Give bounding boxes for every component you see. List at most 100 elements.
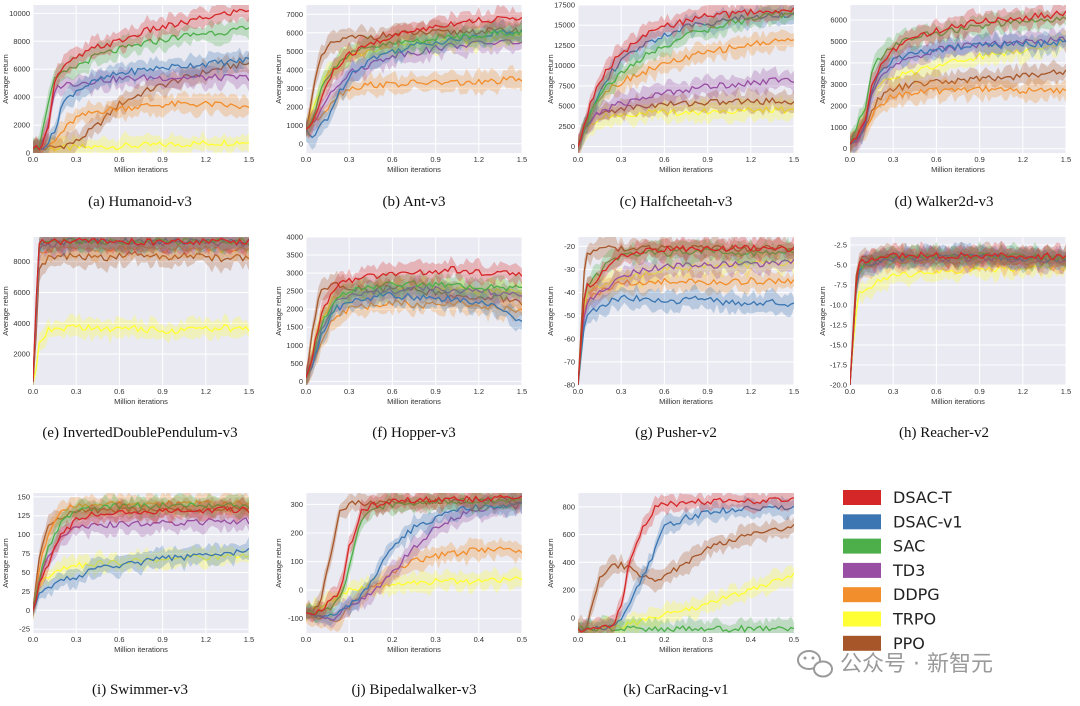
- confidence-band: [33, 237, 249, 385]
- confidence-band: [33, 312, 249, 385]
- chart-panel: 0.0 0.3 0.6 0.9 1.2 1.5 0 500 1000 1500 2000 2500 30…: [274, 233, 527, 442]
- wechat-icon: [797, 650, 833, 678]
- chart-panel: 0.0 0.3 0.6 0.9 1.2 1.5 0 1000 2000 3000 4000 5000 6…: [274, 5, 527, 210]
- y-tick-label: -5.0: [834, 261, 847, 270]
- series-line: [578, 572, 794, 633]
- y-tick-label: -2.5: [834, 241, 847, 250]
- legend-swatch: [843, 538, 881, 554]
- series-group: [306, 5, 522, 150]
- series-line: [33, 237, 249, 382]
- confidence-band: [306, 29, 522, 138]
- y-axis-label: Average return: [1, 54, 10, 103]
- confidence-band: [306, 537, 522, 633]
- legend-item: DSAC-v1: [843, 512, 963, 531]
- confidence-band: [850, 27, 1066, 153]
- series-line: [578, 11, 794, 147]
- x-tick-label: 0.0: [845, 387, 855, 396]
- y-tick-label: 6000: [13, 65, 30, 74]
- series-line: [578, 11, 794, 147]
- x-tick-label: 0.3: [430, 635, 440, 644]
- confidence-band: [578, 237, 794, 385]
- x-tick-label: 0.3: [344, 387, 354, 396]
- y-tick-label: -80: [564, 381, 575, 390]
- x-tick-label: 0.4: [474, 635, 484, 644]
- x-tick-label: 1.5: [244, 155, 254, 164]
- confidence-band: [33, 237, 249, 385]
- x-tick-label: 0.3: [71, 387, 81, 396]
- confidence-band: [850, 7, 1066, 153]
- x-axis-label: Million iterations: [659, 397, 713, 406]
- y-tick-label: -17.5: [830, 361, 847, 370]
- series-line: [850, 37, 1066, 145]
- series-line: [306, 266, 522, 379]
- legend-label: DDPG: [893, 585, 940, 604]
- series-line: [578, 77, 794, 147]
- legend-swatch: [843, 587, 881, 603]
- confidence-band: [33, 47, 249, 153]
- series-line: [850, 263, 1066, 385]
- x-tick-label: 0.1: [344, 635, 354, 644]
- series-line: [850, 16, 1066, 145]
- series-group: [306, 256, 522, 385]
- confidence-band: [850, 30, 1066, 153]
- confidence-band: [578, 565, 794, 633]
- y-tick-label: 3000: [830, 80, 847, 89]
- legend-label: DSAC-T: [893, 488, 952, 507]
- series-group: [850, 5, 1066, 153]
- series-line: [306, 495, 522, 615]
- x-tick-label: 0.3: [616, 155, 626, 164]
- series-group: [33, 493, 249, 622]
- confidence-band: [578, 248, 794, 385]
- confidence-band: [578, 66, 794, 153]
- y-tick-label: -70: [564, 357, 575, 366]
- y-tick-label: 5000: [558, 102, 575, 111]
- y-tick-label: 4000: [286, 65, 303, 74]
- x-tick-label: 0.0: [845, 155, 855, 164]
- y-tick-label: 2000: [286, 305, 303, 314]
- plot-area: [306, 5, 522, 153]
- x-tick-label: 0.0: [573, 387, 583, 396]
- y-tick-label: 200: [290, 529, 303, 538]
- x-axis-label: Million iterations: [387, 165, 441, 174]
- y-tick-label: 0: [299, 377, 303, 386]
- chart-panel: 0.0 0.3 0.6 0.9 1.2 1.5 -20.0 -17.5 -15.0 -12.5 -1…: [818, 237, 1071, 441]
- y-tick-label: 4000: [830, 58, 847, 67]
- legend-label: TD3: [892, 561, 925, 580]
- y-axis-label: Average return: [274, 54, 283, 103]
- panels-group: 0.0 0.3 0.6 0.9 1.2 1.50200040006000800010000…: [1, 1, 1071, 699]
- y-tick-label: 15000: [554, 21, 575, 30]
- x-tick-label: 0.3: [616, 387, 626, 396]
- y-tick-label: 4000: [13, 93, 30, 102]
- confidence-band: [306, 493, 522, 629]
- confidence-band: [850, 29, 1066, 152]
- x-tick-label: 1.5: [789, 387, 799, 396]
- x-tick-label: 0.9: [430, 155, 440, 164]
- panel-caption: (a) Humanoid-v3: [88, 194, 192, 210]
- confidence-band: [306, 274, 522, 385]
- x-tick-label: 0.4: [746, 635, 756, 644]
- confidence-band: [306, 270, 522, 385]
- panel-caption: (e) InvertedDoublePendulum-v3: [42, 425, 237, 441]
- series-line: [33, 323, 249, 383]
- series-line: [850, 38, 1066, 145]
- confidence-band: [33, 239, 249, 385]
- y-axis-label: Average return: [274, 538, 283, 587]
- y-axis-label: Average return: [1, 538, 10, 587]
- confidence-band: [33, 536, 249, 616]
- series-line: [33, 547, 249, 611]
- y-tick-label: -30: [564, 265, 575, 274]
- y-tick-label: 10000: [554, 61, 575, 70]
- x-tick-label: 1.5: [1061, 155, 1071, 164]
- y-tick-label: 3000: [286, 269, 303, 278]
- y-tick-label: 0: [26, 149, 30, 158]
- series-line: [33, 517, 249, 611]
- confidence-band: [578, 5, 794, 153]
- y-tick-label: 0: [26, 606, 30, 615]
- series-group: [306, 493, 522, 633]
- series-line: [33, 56, 249, 151]
- confidence-band: [578, 86, 794, 153]
- series-line: [850, 10, 1066, 145]
- y-tick-label: -40: [564, 288, 575, 297]
- y-tick-label: 7000: [286, 10, 303, 19]
